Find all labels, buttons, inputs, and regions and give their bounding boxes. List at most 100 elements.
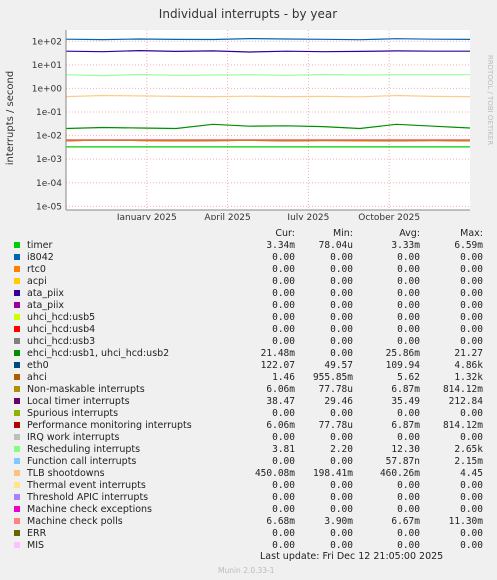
legend-max-value: 0.00 bbox=[460, 432, 483, 443]
legend-label: Rescheduling interrupts bbox=[27, 444, 141, 455]
series-line bbox=[65, 94, 471, 98]
legend-swatch bbox=[14, 374, 20, 380]
munin-version: Munin 2.0.33-1 bbox=[218, 566, 275, 575]
x-tick-label: January 2025 bbox=[116, 213, 177, 220]
legend-cur-value: 450.08m bbox=[254, 468, 295, 479]
legend-max-value: 0.00 bbox=[460, 336, 483, 347]
legend-swatch bbox=[14, 470, 20, 476]
legend-min-value: 0.00 bbox=[330, 540, 353, 551]
legend-max-value: 212.84 bbox=[448, 396, 483, 407]
legend-swatch bbox=[14, 290, 20, 296]
legend-row: Non-maskable interrupts 6.06m 77.78u 6.87m 8… bbox=[12, 384, 492, 396]
legend-max-value: 0.00 bbox=[460, 528, 483, 539]
legend-max-value: 6.59m bbox=[454, 240, 483, 251]
legend-swatch bbox=[14, 314, 20, 320]
legend-swatch bbox=[14, 398, 20, 404]
legend-row: IRQ work interrupts 0.00 0.00 0.00 0.00 bbox=[12, 432, 492, 444]
y-tick-label: 1e-01 bbox=[36, 108, 62, 118]
legend-label: Machine check polls bbox=[27, 516, 123, 527]
legend-label: Spurious interrupts bbox=[27, 408, 119, 419]
legend-label: Thermal event interrupts bbox=[27, 480, 146, 491]
legend-label: Function call interrupts bbox=[27, 456, 137, 467]
legend-swatch bbox=[14, 446, 20, 452]
legend-avg-value: 0.00 bbox=[397, 480, 420, 491]
legend-row: TLB shootdowns 450.08m 198.41m 460.26m 4.45 bbox=[12, 468, 492, 480]
legend-min-value: 78.04u bbox=[318, 240, 353, 251]
legend-max-value: 814.12m bbox=[442, 420, 483, 431]
legend-cur-value: 0.00 bbox=[272, 432, 295, 443]
legend-max-value: 2.65k bbox=[454, 444, 483, 455]
legend-swatch bbox=[14, 494, 20, 500]
legend-min-value: 0.00 bbox=[330, 492, 353, 503]
legend-min-value: 0.00 bbox=[330, 348, 353, 359]
legend-swatch bbox=[14, 302, 20, 308]
legend-min-value: 0.00 bbox=[330, 252, 353, 263]
legend-min-value: 198.41m bbox=[312, 468, 353, 479]
legend-cur-value: 6.68m bbox=[266, 516, 295, 527]
legend-cur-value: 3.81 bbox=[272, 444, 295, 455]
legend-row: ehci_hcd:usb1, uhci_hcd:usb2 21.48m 0.00 25… bbox=[12, 348, 492, 360]
legend-row: uhci_hcd:usb3 0.00 0.00 0.00 0.00 bbox=[12, 336, 492, 348]
legend-swatch bbox=[14, 410, 20, 416]
chart-area: Individual interrupts - by year interrup… bbox=[5, 7, 494, 220]
legend-row: Performance monitoring interrupts 6.06m 77… bbox=[12, 420, 492, 432]
series-line bbox=[65, 139, 471, 142]
legend-avg-value: 6.67m bbox=[391, 516, 420, 527]
legend-row: Threshold APIC interrupts 0.00 0.00 0.00 0.0… bbox=[12, 492, 492, 504]
legend-max-value: 0.00 bbox=[460, 312, 483, 323]
legend-label: MIS bbox=[27, 540, 45, 551]
legend-row: eth0 122.07 49.57 109.94 4.86k bbox=[12, 360, 492, 372]
legend-max-value: 814.12m bbox=[442, 384, 483, 395]
x-tick-label: July 2025 bbox=[286, 213, 329, 220]
legend-min-value: 0.00 bbox=[330, 456, 353, 467]
legend-label: Local timer interrupts bbox=[27, 396, 130, 407]
legend-label: ERR bbox=[27, 528, 47, 539]
y-ticks: 1e+02 1e+01 1e+00 1e-01 1e-02 1e-03 1e-04 1e-05 bbox=[32, 37, 63, 212]
legend-max-value: 0.00 bbox=[460, 276, 483, 287]
legend-swatch bbox=[14, 506, 20, 512]
legend-swatch bbox=[14, 242, 20, 248]
series-group bbox=[65, 37, 471, 148]
legend-avg-value: 0.00 bbox=[397, 540, 420, 551]
legend-cur-value: 0.00 bbox=[272, 336, 295, 347]
legend-swatch bbox=[14, 338, 20, 344]
y-tick-label: 1e-03 bbox=[36, 155, 62, 165]
legend-row: ERR 0.00 0.00 0.00 0.00 bbox=[12, 528, 492, 540]
y-tick-label: 1e-02 bbox=[36, 132, 62, 142]
legend-avg-value: 57.87n bbox=[385, 456, 420, 467]
legend-max-value: 4.45 bbox=[460, 468, 483, 479]
legend-label: acpi bbox=[27, 276, 47, 287]
legend-row: ata_piix 0.00 0.00 0.00 0.00 bbox=[12, 300, 492, 312]
legend-label: Non-maskable interrupts bbox=[27, 384, 145, 395]
legend-min-value: 0.00 bbox=[330, 300, 353, 311]
legend-cur-value: 3.34m bbox=[266, 240, 295, 251]
legend-max-value: 0.00 bbox=[460, 300, 483, 311]
legend-min-value: 0.00 bbox=[330, 264, 353, 275]
legend-max-value: 0.00 bbox=[460, 540, 483, 551]
y-tick-label: 1e-04 bbox=[36, 179, 62, 189]
legend-swatch bbox=[14, 386, 20, 392]
legend-cur-value: 0.00 bbox=[272, 312, 295, 323]
legend-max-value: 0.00 bbox=[460, 288, 483, 299]
legend-row: rtc0 0.00 0.00 0.00 0.00 bbox=[12, 264, 492, 276]
legend-avg-value: 0.00 bbox=[397, 264, 420, 275]
legend-label: eth0 bbox=[27, 360, 49, 371]
legend-row: MIS 0.00 0.00 0.00 0.00 bbox=[12, 540, 492, 552]
legend-row: i8042 0.00 0.00 0.00 0.00 bbox=[12, 252, 492, 264]
y-tick-label: 1e-05 bbox=[36, 202, 62, 212]
legend-cur-value: 122.07 bbox=[260, 360, 295, 371]
legend-label: ata_piix bbox=[27, 300, 65, 311]
legend-max-value: 1.32k bbox=[454, 372, 483, 383]
legend-label: TLB shootdowns bbox=[27, 468, 105, 479]
legend-avg-value: 5.62 bbox=[397, 372, 420, 383]
header-max: Max: bbox=[460, 228, 483, 239]
legend-row: Rescheduling interrupts 3.81 2.20 12.30 2.65… bbox=[12, 444, 492, 456]
legend-cur-value: 0.00 bbox=[272, 528, 295, 539]
legend-swatch bbox=[14, 362, 20, 368]
legend-max-value: 0.00 bbox=[460, 492, 483, 503]
legend-swatch bbox=[14, 326, 20, 332]
legend-min-value: 0.00 bbox=[330, 276, 353, 287]
series-line bbox=[65, 123, 471, 130]
legend-cur-value: 6.06m bbox=[266, 384, 295, 395]
legend-min-value: 77.78u bbox=[318, 384, 353, 395]
